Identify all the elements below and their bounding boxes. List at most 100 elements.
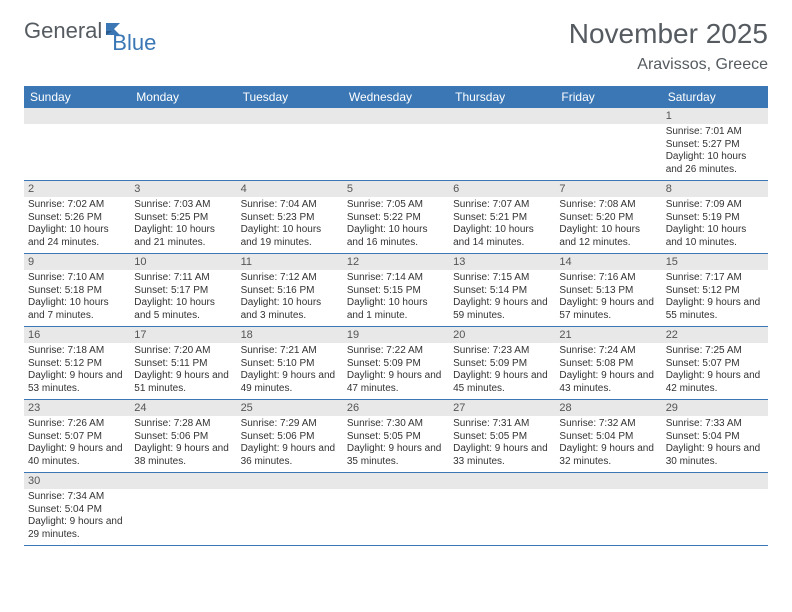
day-number: 5 — [343, 181, 449, 197]
day-number: 9 — [24, 254, 130, 270]
sunrise-text: Sunrise: 7:04 AM — [241, 199, 339, 212]
daylight-text: Daylight: 9 hours and 30 minutes. — [666, 443, 764, 468]
calendar-day-cell: 16Sunrise: 7:18 AMSunset: 5:12 PMDayligh… — [24, 327, 130, 400]
day-number: 20 — [449, 327, 555, 343]
daylight-text: Daylight: 9 hours and 51 minutes. — [134, 370, 232, 395]
logo-word-1: General — [24, 18, 102, 44]
day-details: Sunrise: 7:20 AMSunset: 5:11 PMDaylight:… — [130, 343, 236, 399]
day-number: 30 — [24, 473, 130, 489]
daylight-text: Daylight: 10 hours and 5 minutes. — [134, 297, 232, 322]
calendar-day-cell: 5Sunrise: 7:05 AMSunset: 5:22 PMDaylight… — [343, 181, 449, 254]
daylight-text: Daylight: 9 hours and 38 minutes. — [134, 443, 232, 468]
day-number — [237, 108, 343, 124]
day-details: Sunrise: 7:25 AMSunset: 5:07 PMDaylight:… — [662, 343, 768, 399]
daylight-text: Daylight: 9 hours and 36 minutes. — [241, 443, 339, 468]
calendar-day-cell: 21Sunrise: 7:24 AMSunset: 5:08 PMDayligh… — [555, 327, 661, 400]
daylight-text: Daylight: 9 hours and 59 minutes. — [453, 297, 551, 322]
sunset-text: Sunset: 5:19 PM — [666, 212, 764, 225]
calendar-week-row: 2Sunrise: 7:02 AMSunset: 5:26 PMDaylight… — [24, 181, 768, 254]
day-details: Sunrise: 7:30 AMSunset: 5:05 PMDaylight:… — [343, 416, 449, 472]
day-details: Sunrise: 7:16 AMSunset: 5:13 PMDaylight:… — [555, 270, 661, 326]
sunrise-text: Sunrise: 7:24 AM — [559, 345, 657, 358]
sunset-text: Sunset: 5:18 PM — [28, 285, 126, 298]
calendar-day-cell: 24Sunrise: 7:28 AMSunset: 5:06 PMDayligh… — [130, 400, 236, 473]
day-number: 29 — [662, 400, 768, 416]
sunset-text: Sunset: 5:07 PM — [28, 431, 126, 444]
sunrise-text: Sunrise: 7:03 AM — [134, 199, 232, 212]
daylight-text: Daylight: 10 hours and 12 minutes. — [559, 224, 657, 249]
sunrise-text: Sunrise: 7:02 AM — [28, 199, 126, 212]
sunset-text: Sunset: 5:06 PM — [134, 431, 232, 444]
sunrise-text: Sunrise: 7:11 AM — [134, 272, 232, 285]
sunset-text: Sunset: 5:08 PM — [559, 358, 657, 371]
sunrise-text: Sunrise: 7:09 AM — [666, 199, 764, 212]
sunrise-text: Sunrise: 7:30 AM — [347, 418, 445, 431]
sunset-text: Sunset: 5:12 PM — [28, 358, 126, 371]
day-number: 25 — [237, 400, 343, 416]
day-details: Sunrise: 7:24 AMSunset: 5:08 PMDaylight:… — [555, 343, 661, 399]
day-number: 13 — [449, 254, 555, 270]
logo-word-2: Blue — [112, 30, 156, 56]
calendar-day-cell: 11Sunrise: 7:12 AMSunset: 5:16 PMDayligh… — [237, 254, 343, 327]
daylight-text: Daylight: 9 hours and 57 minutes. — [559, 297, 657, 322]
day-number: 12 — [343, 254, 449, 270]
sunrise-text: Sunrise: 7:17 AM — [666, 272, 764, 285]
day-number: 7 — [555, 181, 661, 197]
calendar-day-cell: 10Sunrise: 7:11 AMSunset: 5:17 PMDayligh… — [130, 254, 236, 327]
sunset-text: Sunset: 5:13 PM — [559, 285, 657, 298]
day-number: 8 — [662, 181, 768, 197]
calendar-day-cell: 13Sunrise: 7:15 AMSunset: 5:14 PMDayligh… — [449, 254, 555, 327]
sunset-text: Sunset: 5:14 PM — [453, 285, 551, 298]
day-number: 14 — [555, 254, 661, 270]
weekday-header: Monday — [130, 86, 236, 108]
sunset-text: Sunset: 5:06 PM — [241, 431, 339, 444]
calendar-day-cell: 28Sunrise: 7:32 AMSunset: 5:04 PMDayligh… — [555, 400, 661, 473]
calendar-day-cell — [555, 473, 661, 546]
calendar-day-cell: 15Sunrise: 7:17 AMSunset: 5:12 PMDayligh… — [662, 254, 768, 327]
day-details: Sunrise: 7:26 AMSunset: 5:07 PMDaylight:… — [24, 416, 130, 472]
sunset-text: Sunset: 5:10 PM — [241, 358, 339, 371]
day-details: Sunrise: 7:28 AMSunset: 5:06 PMDaylight:… — [130, 416, 236, 472]
day-number — [343, 473, 449, 489]
daylight-text: Daylight: 10 hours and 14 minutes. — [453, 224, 551, 249]
sunset-text: Sunset: 5:04 PM — [559, 431, 657, 444]
day-details: Sunrise: 7:02 AMSunset: 5:26 PMDaylight:… — [24, 197, 130, 253]
calendar-day-cell — [449, 108, 555, 181]
day-number: 15 — [662, 254, 768, 270]
day-number — [343, 108, 449, 124]
day-number: 3 — [130, 181, 236, 197]
daylight-text: Daylight: 10 hours and 24 minutes. — [28, 224, 126, 249]
day-details: Sunrise: 7:31 AMSunset: 5:05 PMDaylight:… — [449, 416, 555, 472]
daylight-text: Daylight: 9 hours and 33 minutes. — [453, 443, 551, 468]
day-number — [130, 473, 236, 489]
day-number — [130, 108, 236, 124]
sunrise-text: Sunrise: 7:34 AM — [28, 491, 126, 504]
daylight-text: Daylight: 9 hours and 40 minutes. — [28, 443, 126, 468]
sunrise-text: Sunrise: 7:12 AM — [241, 272, 339, 285]
day-details: Sunrise: 7:15 AMSunset: 5:14 PMDaylight:… — [449, 270, 555, 326]
day-number: 10 — [130, 254, 236, 270]
day-number: 24 — [130, 400, 236, 416]
calendar-day-cell: 22Sunrise: 7:25 AMSunset: 5:07 PMDayligh… — [662, 327, 768, 400]
daylight-text: Daylight: 10 hours and 21 minutes. — [134, 224, 232, 249]
weekday-header: Thursday — [449, 86, 555, 108]
day-details: Sunrise: 7:04 AMSunset: 5:23 PMDaylight:… — [237, 197, 343, 253]
sunrise-text: Sunrise: 7:18 AM — [28, 345, 126, 358]
title-block: November 2025 Aravissos, Greece — [569, 18, 768, 74]
calendar-day-cell: 8 Sunrise: 7:09 AMSunset: 5:19 PMDaylight… — [662, 181, 768, 254]
calendar-day-cell: 12Sunrise: 7:14 AMSunset: 5:15 PMDayligh… — [343, 254, 449, 327]
calendar-day-cell: 3Sunrise: 7:03 AMSunset: 5:25 PMDaylight… — [130, 181, 236, 254]
daylight-text: Daylight: 10 hours and 10 minutes. — [666, 224, 764, 249]
day-number: 18 — [237, 327, 343, 343]
calendar-day-cell: 26Sunrise: 7:30 AMSunset: 5:05 PMDayligh… — [343, 400, 449, 473]
sunset-text: Sunset: 5:04 PM — [28, 504, 126, 517]
calendar-day-cell: 6Sunrise: 7:07 AMSunset: 5:21 PMDaylight… — [449, 181, 555, 254]
calendar-day-cell: 19Sunrise: 7:22 AMSunset: 5:09 PMDayligh… — [343, 327, 449, 400]
day-details: Sunrise: 7:23 AMSunset: 5:09 PMDaylight:… — [449, 343, 555, 399]
sunrise-text: Sunrise: 7:07 AM — [453, 199, 551, 212]
sunset-text: Sunset: 5:04 PM — [666, 431, 764, 444]
day-details: Sunrise: 7:01 AMSunset: 5:27 PMDaylight:… — [662, 124, 768, 180]
sunrise-text: Sunrise: 7:10 AM — [28, 272, 126, 285]
day-number: 22 — [662, 327, 768, 343]
sunset-text: Sunset: 5:07 PM — [666, 358, 764, 371]
